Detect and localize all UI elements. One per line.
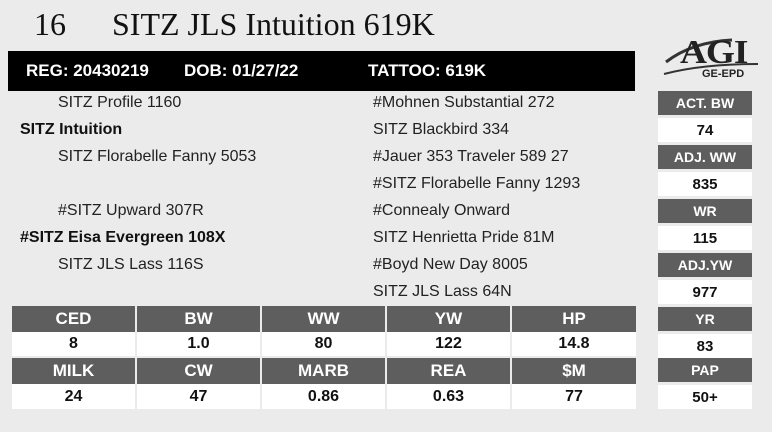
side-label-yr: YR bbox=[658, 307, 752, 331]
epd-value-row-2: 24 47 0.86 0.63 77 bbox=[12, 384, 636, 409]
epd-value-cw: 47 bbox=[137, 384, 262, 409]
epd-header-rea: REA bbox=[387, 358, 512, 384]
epd-header-dollar-m: $M bbox=[562, 361, 586, 380]
id-bar: REG: 20430219 DOB: 01/27/22 TATTOO: 619K bbox=[8, 51, 635, 91]
epd-value-ww: 80 bbox=[262, 332, 387, 356]
logo-text: AGI bbox=[680, 34, 748, 71]
side-label-act-bw: ACT. BW bbox=[658, 91, 752, 115]
lot-number: 16 bbox=[34, 6, 66, 42]
pedigree-right-1: #Mohnen Substantial 272 bbox=[373, 94, 555, 111]
side-value-wr: 115 bbox=[658, 226, 752, 250]
epd-value-yw: 122 bbox=[387, 332, 512, 356]
epd-header-bw: BW bbox=[137, 306, 262, 332]
registration-number: REG: 20430219 bbox=[26, 61, 149, 80]
agi-logo: AGI GE-EPD bbox=[662, 34, 762, 88]
epd-header-milk: MILK bbox=[12, 358, 137, 384]
pedigree-right-5: #Connealy Onward bbox=[373, 202, 510, 219]
side-value-pap: 50+ bbox=[658, 385, 752, 409]
pedigree-right-4: #SITZ Florabelle Fanny 1293 bbox=[373, 175, 581, 192]
epd-header-ww: WW bbox=[262, 306, 387, 332]
epd-value-row-1: 8 1.0 80 122 14.8 bbox=[12, 332, 636, 356]
pedigree-dam-sire: #SITZ Upward 307R bbox=[58, 202, 204, 219]
pedigree-right-6: SITZ Henrietta Pride 81M bbox=[373, 229, 555, 246]
epd-value-ced: 8 bbox=[12, 332, 137, 356]
side-value-yr: 83 bbox=[658, 334, 752, 358]
pedigree-sire-dam: SITZ Florabelle Fanny 5053 bbox=[58, 148, 257, 165]
date-of-birth: DOB: 01/27/22 bbox=[184, 61, 299, 80]
pedigree-dam: #SITZ Eisa Evergreen 108X bbox=[20, 229, 226, 246]
pedigree-right-3: #Jauer 353 Traveler 589 27 bbox=[373, 148, 569, 165]
side-value-adj-ww: 835 bbox=[658, 172, 752, 196]
pedigree-right-7: #Boyd New Day 8005 bbox=[373, 256, 528, 273]
epd-header-cw: CW bbox=[137, 358, 262, 384]
side-label-adj-ww: ADJ. WW bbox=[658, 145, 752, 169]
epd-header-yw: YW bbox=[387, 306, 512, 332]
side-value-adj-yw: 977 bbox=[658, 280, 752, 304]
epd-header-hp: HP bbox=[562, 309, 586, 328]
epd-header-row-1: CED BW WW YW HP bbox=[12, 306, 636, 332]
epd-header-ced: CED bbox=[12, 306, 137, 332]
pedigree-dam-dam: SITZ JLS Lass 116S bbox=[58, 256, 204, 273]
epd-value-hp: 14.8 bbox=[558, 335, 590, 352]
pedigree-sire: SITZ Intuition bbox=[20, 121, 123, 138]
pedigree-right-2: SITZ Blackbird 334 bbox=[373, 121, 510, 138]
side-label-pap: PAP bbox=[658, 358, 752, 382]
epd-value-dollar-m: 77 bbox=[565, 387, 583, 405]
side-value-act-bw: 74 bbox=[658, 118, 752, 142]
side-label-adj-yw: ADJ.YW bbox=[658, 253, 752, 277]
lot-header: 16 SITZ JLS Intuition 619K bbox=[34, 6, 435, 46]
epd-value-marb: 0.86 bbox=[262, 384, 387, 409]
epd-header-row-2: MILK CW MARB REA $M bbox=[12, 358, 636, 384]
logo-swoosh-icon bbox=[663, 38, 759, 75]
pedigree-sire-sire: SITZ Profile 1160 bbox=[58, 94, 182, 111]
epd-value-rea: 0.63 bbox=[387, 384, 512, 409]
epd-value-bw: 1.0 bbox=[137, 332, 262, 356]
tattoo: TATTOO: 619K bbox=[368, 61, 487, 80]
animal-name: SITZ JLS Intuition 619K bbox=[112, 6, 435, 42]
logo-subtext: GE-EPD bbox=[702, 68, 745, 80]
pedigree-right-8: SITZ JLS Lass 64N bbox=[373, 283, 512, 300]
epd-value-milk: 24 bbox=[12, 384, 137, 409]
epd-header-marb: MARB bbox=[262, 358, 387, 384]
side-label-wr: WR bbox=[658, 199, 752, 223]
